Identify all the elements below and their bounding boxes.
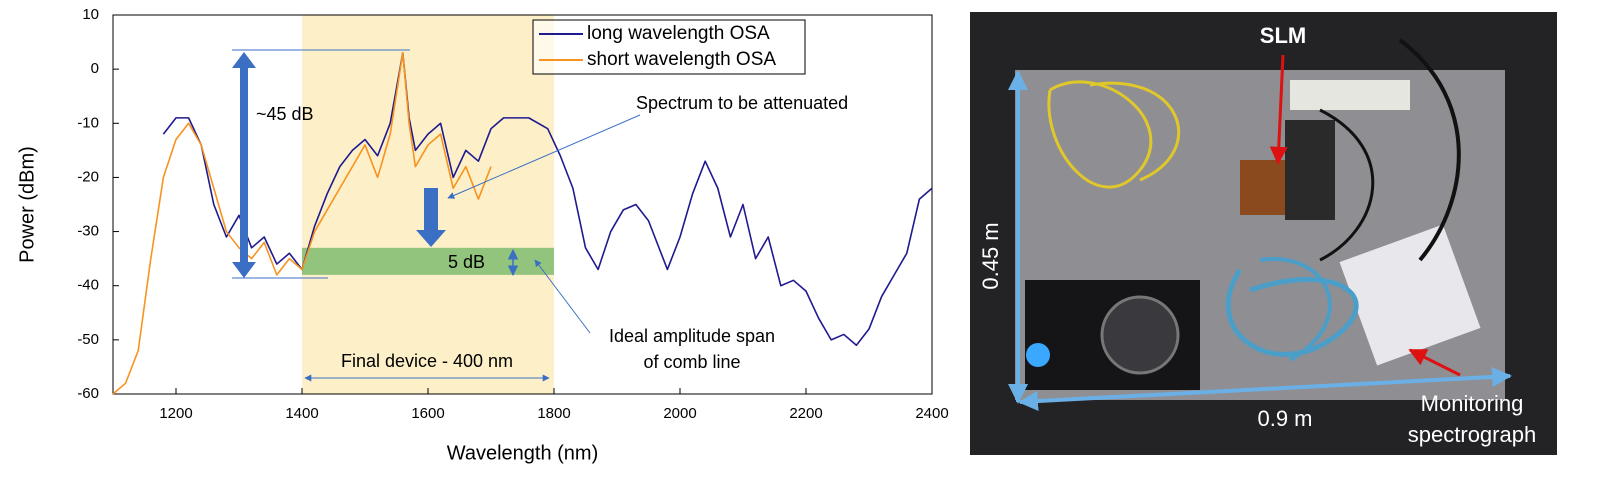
series-line [112,52,492,395]
y-tick-label: -10 [77,114,99,131]
y-tick-label: 0 [91,60,99,77]
y-tick-label: -40 [77,277,99,294]
x-axis-label: Wavelength (nm) [447,442,599,464]
x-tick-label: 1400 [285,405,318,422]
width-label: 0.9 m [1257,406,1312,431]
x-tick-label: 2200 [789,405,822,422]
plot-frame [112,14,933,395]
legend-label: short wavelength OSA [587,49,776,70]
y-tick-label: 10 [82,6,99,23]
ideal-label: Ideal amplitude span [609,326,775,346]
y-axis-label: Power (dBm) [16,146,38,263]
annotation-arrows [232,49,641,382]
target-band [302,247,554,275]
series-line [162,52,933,347]
x-tick-label: 1600 [411,405,444,422]
spectrograph-label: Monitoring [1421,391,1524,416]
device-label: Final device - 400 nm [341,351,513,371]
annotations: ~45 dB 5 dB Spectrum to be attenuated Id… [256,93,848,372]
slm-label: SLM [1260,23,1306,48]
x-tick-label: 1800 [537,405,570,422]
band-label: 5 dB [448,252,485,272]
x-tick-label: 1200 [159,405,192,422]
spectrograph-label: spectrograph [1408,422,1536,447]
ideal-label: of comb line [643,352,740,372]
y-tick-label: -60 [77,385,99,402]
x-tick-label: 2400 [915,405,948,422]
attenuate-label: Spectrum to be attenuated [636,93,848,113]
plot: 1200 1400 1600 1800 2000 2200 2400 -60 -50 -40 -30… [16,6,948,464]
x-tick-label: 2000 [663,405,696,422]
span-label: ~45 dB [256,104,314,124]
y-tick-label: -20 [77,168,99,185]
y-tick-label: -30 [77,223,99,240]
y-tick-label: -50 [77,331,99,348]
photo: SLM 0.45 m 0.9 m Monitoring spectrograph [970,12,1557,455]
legend-box [532,19,806,75]
legend-label: long wavelength OSA [587,23,770,44]
height-label: 0.45 m [978,222,1003,289]
